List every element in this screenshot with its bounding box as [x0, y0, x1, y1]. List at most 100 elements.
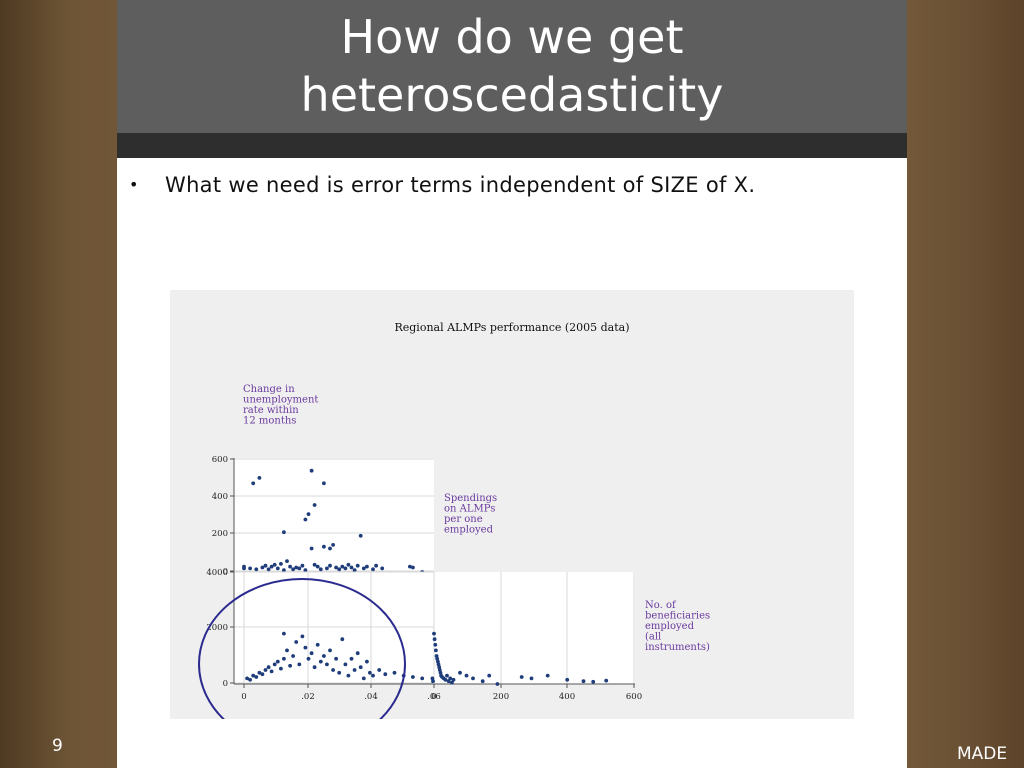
data-point	[464, 673, 469, 678]
data-point	[495, 682, 500, 686]
data-point	[309, 468, 314, 473]
slide-canvas: How do we get heteroscedasticity • What …	[117, 0, 907, 768]
data-point	[340, 564, 345, 569]
data-point	[282, 656, 286, 661]
data-point	[285, 559, 289, 563]
data-point	[365, 659, 369, 664]
data-point	[374, 563, 378, 568]
y-tick-label: 400	[212, 492, 228, 502]
data-point	[358, 533, 363, 538]
data-point	[371, 567, 375, 572]
data-point	[331, 543, 335, 547]
data-point	[269, 564, 274, 569]
variable-label-line: per one	[444, 514, 483, 525]
x-tick-label: .02	[301, 692, 315, 702]
data-point	[358, 665, 363, 670]
x-tick-label: 600	[626, 692, 642, 702]
data-point	[291, 654, 295, 658]
data-point	[434, 648, 438, 653]
bullet-text: What we need is error terms independent …	[165, 173, 756, 197]
data-point	[322, 544, 326, 549]
y-tick-label: 0	[223, 679, 228, 689]
data-point	[355, 563, 360, 568]
data-point	[260, 672, 265, 677]
data-point	[288, 663, 292, 668]
data-point	[254, 675, 259, 679]
scatter-matrix-chart: Regional ALMPs performance (2005 data) C…	[170, 290, 854, 750]
data-point	[383, 672, 388, 677]
data-point	[411, 675, 415, 679]
data-point	[519, 675, 524, 679]
data-point	[340, 637, 345, 642]
data-point	[431, 679, 435, 684]
data-point	[392, 670, 397, 675]
data-point	[331, 668, 335, 672]
data-point	[245, 676, 249, 681]
x-tick-label: 0	[241, 692, 246, 702]
y-tick-label: 200	[212, 529, 228, 539]
variable-label-line: unemployment	[243, 395, 318, 406]
data-point	[343, 566, 348, 571]
data-point	[312, 503, 317, 507]
data-point	[349, 656, 354, 661]
data-point	[529, 676, 534, 681]
data-point	[337, 670, 342, 675]
data-point	[328, 648, 332, 653]
data-point	[471, 676, 475, 681]
x-tick-label: 200	[493, 692, 509, 702]
data-point	[306, 512, 311, 516]
data-point	[303, 645, 308, 650]
bullet-marker: •	[129, 175, 139, 194]
variable-label-line: Change in	[243, 384, 295, 395]
variable-label-line: (all	[645, 632, 661, 643]
right-wood-margin	[907, 0, 1024, 768]
data-point	[365, 564, 369, 569]
data-point	[352, 568, 357, 573]
data-point	[291, 567, 295, 572]
chart-svg: Regional ALMPs performance (2005 data) C…	[170, 290, 854, 750]
data-point	[328, 546, 332, 551]
data-point	[343, 662, 348, 667]
data-point	[248, 566, 252, 571]
data-point	[297, 566, 302, 571]
title-underline-strip	[117, 133, 907, 158]
variable-label-line: No. of	[645, 600, 677, 611]
data-point	[448, 676, 453, 681]
data-point	[420, 676, 425, 681]
variable-label: Spendings on ALMPs per one employed	[444, 493, 497, 536]
x-tick-label: .04	[364, 692, 378, 702]
title-band: How do we get heteroscedasticity	[117, 0, 907, 133]
data-point	[411, 565, 415, 570]
data-point	[377, 668, 382, 672]
data-point	[432, 631, 436, 636]
data-point	[260, 565, 265, 570]
data-point	[325, 662, 329, 667]
data-point	[300, 634, 305, 639]
data-point	[297, 662, 302, 667]
chart-title: Regional ALMPs performance (2005 data)	[394, 321, 629, 334]
variable-label-line: employed	[645, 621, 695, 632]
data-point	[294, 565, 299, 570]
data-point	[450, 680, 454, 685]
panel-area	[234, 572, 434, 684]
variable-label-line: on ALMPs	[444, 504, 495, 515]
data-point	[451, 677, 456, 682]
data-point	[361, 676, 366, 681]
x-tick-label: 0	[431, 692, 436, 702]
data-point	[312, 562, 317, 567]
y-tick-label: 600	[212, 455, 228, 465]
data-point	[300, 563, 305, 568]
y-tick-label: 0	[223, 567, 228, 577]
panel-area	[434, 572, 635, 684]
data-point	[380, 566, 385, 571]
variable-label-line: instruments)	[645, 642, 710, 653]
x-tick-label: 400	[559, 692, 575, 702]
data-point	[242, 564, 246, 569]
data-point	[272, 662, 277, 667]
bullet-item: • What we need is error terms independen…	[129, 171, 755, 199]
data-point	[282, 530, 286, 535]
data-point	[432, 637, 437, 642]
variable-label: No. of beneficiaries employed (all instrumen…	[645, 600, 710, 653]
data-point	[322, 481, 326, 486]
data-point	[263, 668, 268, 672]
